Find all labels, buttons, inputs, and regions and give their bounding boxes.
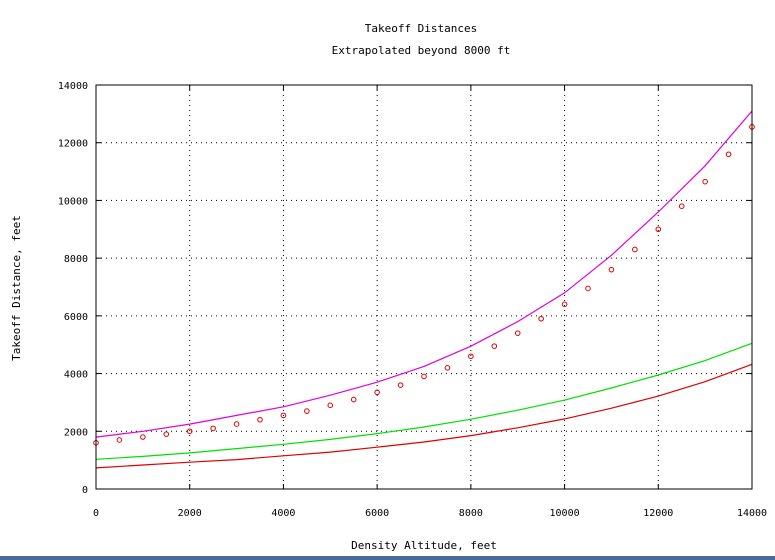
data-point xyxy=(140,434,146,440)
y-tick-label: 2000 xyxy=(64,427,88,438)
y-tick-label: 8000 xyxy=(64,254,88,265)
y-tick-label: 4000 xyxy=(64,370,88,381)
data-point xyxy=(374,389,380,396)
data-point xyxy=(186,428,193,435)
y-tick-label: 12000 xyxy=(58,139,88,150)
data-point xyxy=(210,425,216,432)
data-point xyxy=(514,330,521,336)
x-tick-label: 12000 xyxy=(643,508,673,519)
data-point xyxy=(421,373,427,380)
data-point xyxy=(585,285,591,292)
data-point xyxy=(350,396,357,403)
x-tick-label: 2000 xyxy=(178,508,202,519)
data-point xyxy=(491,343,498,349)
data-point xyxy=(327,402,334,409)
data-point xyxy=(163,431,170,437)
data-point xyxy=(678,203,685,209)
data-point xyxy=(257,416,263,423)
data-point xyxy=(632,246,638,253)
data-point xyxy=(561,301,568,308)
data-point xyxy=(397,382,404,388)
data-point xyxy=(304,408,310,414)
window-bottom-edge xyxy=(0,556,775,560)
data-point xyxy=(538,315,544,322)
series-line-3 xyxy=(95,363,753,469)
y-tick-label: 10000 xyxy=(58,196,88,207)
data-point xyxy=(233,421,240,427)
y-tick-label: 0 xyxy=(82,485,88,496)
x-tick-label: 0 xyxy=(93,508,99,519)
data-point xyxy=(725,151,732,158)
chart-subtitle: Extrapolated beyond 8000 ft xyxy=(332,44,511,57)
data-point xyxy=(280,412,287,419)
data-point xyxy=(608,266,615,273)
grid-lines xyxy=(96,85,752,489)
x-tick-label: 6000 xyxy=(365,508,389,519)
tick-labels: 0 2000 4000 6000 8000 10000 12000 14000 0 2000 400… xyxy=(58,81,767,519)
y-tick-label: 14000 xyxy=(58,81,88,92)
series-group xyxy=(93,110,755,469)
x-tick-label: 4000 xyxy=(271,508,295,519)
x-tick-label: 10000 xyxy=(550,508,580,519)
y-axis-label: Takeoff Distance, feet xyxy=(10,215,23,361)
y-tick-label: 6000 xyxy=(64,312,88,323)
series-line-1 xyxy=(95,110,753,438)
chart-title: Takeoff Distances xyxy=(365,22,478,35)
data-point xyxy=(468,353,474,360)
data-point xyxy=(116,437,123,443)
x-tick-label: 14000 xyxy=(737,508,767,519)
data-point xyxy=(655,226,662,233)
data-point xyxy=(444,365,451,371)
x-tick-label: 8000 xyxy=(459,508,483,519)
series-line-2 xyxy=(95,342,753,460)
x-axis-label: Density Altitude, feet xyxy=(351,539,497,552)
plot-frame xyxy=(95,84,753,490)
data-point xyxy=(702,178,708,185)
